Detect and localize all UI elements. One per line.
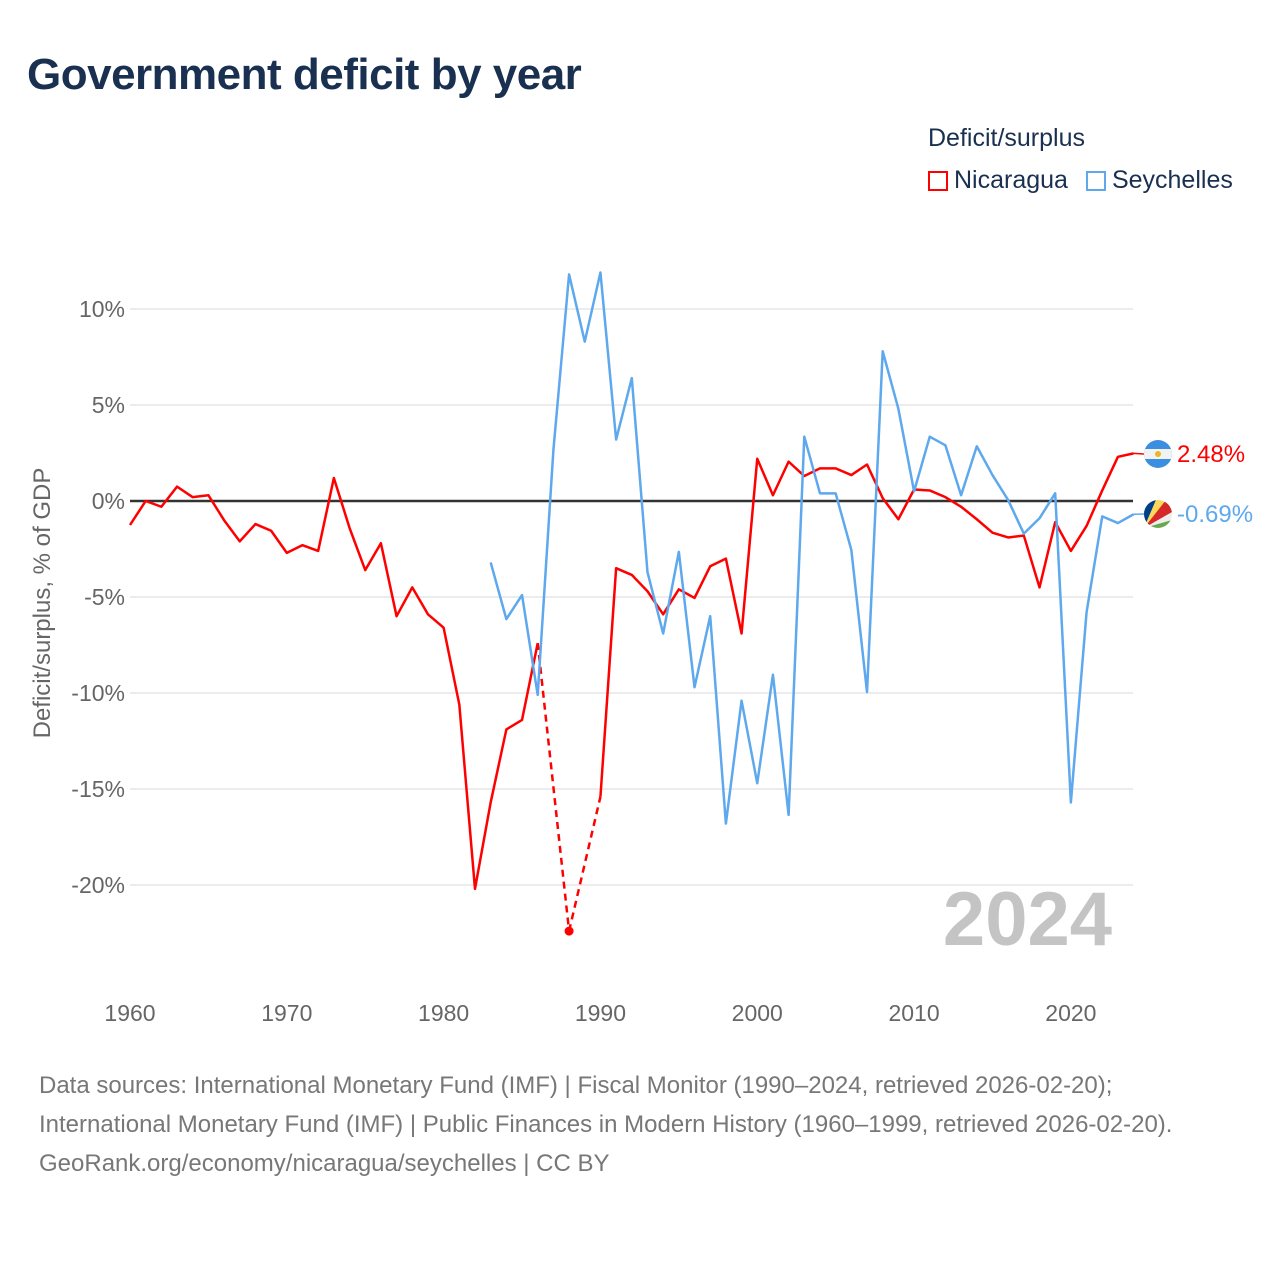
x-tick-label: 1990	[575, 1000, 626, 1026]
x-tick-label: 2010	[888, 1000, 939, 1026]
legend-item-seychelles[interactable]: Seychelles	[1085, 166, 1233, 195]
year-watermark: 2024	[943, 877, 1112, 962]
legend-swatch-nicaragua	[928, 170, 948, 191]
seychelles-flag-icon	[1144, 500, 1172, 528]
data-sources: Data sources: International Monetary Fun…	[39, 1072, 1173, 1138]
x-tick-label: 1980	[418, 1000, 469, 1026]
nicaragua-gap-connector	[567, 796, 602, 932]
nicaragua-line	[599, 452, 1134, 797]
y-tick-label: 10%	[79, 296, 125, 322]
y-axis-label: Deficit/surplus, % of GDP	[29, 468, 56, 739]
x-tick-label: 2020	[1045, 1000, 1096, 1026]
legend-swatch-seychelles	[1085, 170, 1106, 191]
footer: Data sources: International Monetary Fun…	[39, 1066, 1239, 1183]
x-tick-label: 1960	[104, 1000, 155, 1026]
y-tick-label: 0%	[92, 488, 125, 514]
legend-label-seychelles: Seychelles	[1111, 166, 1233, 194]
y-tick-label: -20%	[71, 872, 125, 898]
legend: Nicaragua Seychelles	[928, 166, 1233, 195]
nicaragua-label-leader	[1133, 452, 1145, 455]
nicaragua-line	[128, 476, 539, 891]
nicaragua-flag-icon	[1144, 440, 1172, 468]
seychelles-end-label: -0.69%	[1177, 501, 1253, 528]
nicaragua-data-point	[564, 926, 574, 936]
nicaragua-gap-connector	[536, 642, 571, 932]
legend-title: Deficit/surplus	[928, 124, 1085, 152]
seychelles-line	[489, 271, 1135, 825]
y-tick-label: -15%	[71, 776, 125, 802]
y-tick-label: -5%	[84, 584, 125, 610]
legend-item-nicaragua[interactable]: Nicaragua	[928, 166, 1068, 195]
y-tick-label: -10%	[71, 680, 125, 706]
y-tick-label: 5%	[92, 392, 125, 418]
x-tick-label: 2000	[732, 1000, 783, 1026]
credit-link[interactable]: GeoRank.org/economy/nicaragua/seychelles…	[39, 1150, 610, 1177]
chart-title: Government deficit by year	[27, 50, 582, 99]
nicaragua-end-label: 2.48%	[1177, 441, 1245, 468]
legend-label-nicaragua: Nicaragua	[954, 166, 1068, 194]
x-tick-label: 1970	[261, 1000, 312, 1026]
